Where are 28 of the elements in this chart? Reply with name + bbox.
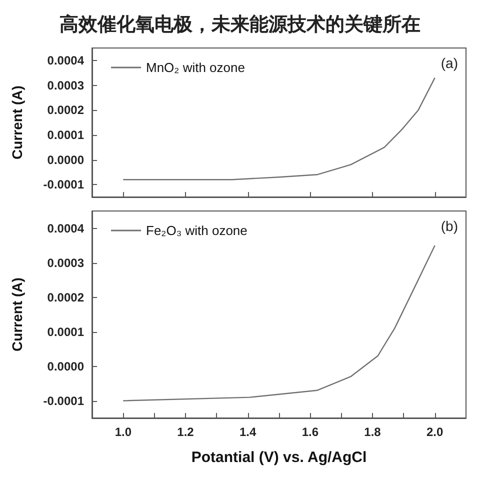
y-tick-label: 0.0002 bbox=[47, 103, 84, 118]
y-tick-label: 0.0002 bbox=[47, 290, 84, 304]
y-tick-label: 0.0004 bbox=[47, 53, 84, 68]
line-series bbox=[122, 244, 436, 402]
y-axis-title: Current (A) bbox=[9, 86, 25, 160]
x-tick-label: 1.2 bbox=[177, 425, 194, 439]
annotation: (b) bbox=[440, 218, 458, 234]
legend-label: Fe₂O₃ with ozone bbox=[146, 223, 248, 238]
y-tick-label: 0.0003 bbox=[47, 256, 84, 270]
y-tick-label: 0.0001 bbox=[47, 128, 84, 142]
y-axis-title: Current (A) bbox=[9, 278, 25, 352]
y-tick-label: 0.0000 bbox=[47, 152, 84, 167]
x-tick-label: 1.6 bbox=[302, 425, 319, 439]
y-tick-label: 0.0004 bbox=[47, 221, 84, 236]
y-tick-label: 0.0001 bbox=[47, 324, 84, 339]
x-axis-title: Potantial (V) vs. Ag/AgCl bbox=[191, 449, 367, 466]
legend-label: MnO₂ with ozone bbox=[146, 60, 245, 75]
annotation: (a) bbox=[440, 55, 458, 71]
x-tick-label: 1.8 bbox=[364, 425, 382, 439]
y-tick-label: -0.0001 bbox=[43, 178, 84, 192]
y-tick-label: 0.0000 bbox=[47, 359, 84, 374]
x-tick-label: 2.0 bbox=[426, 425, 444, 439]
y-tick-label: 0.0003 bbox=[47, 78, 84, 92]
x-tick-label: 1.0 bbox=[114, 425, 132, 439]
line-series bbox=[122, 77, 436, 180]
y-tick-label: -0.0001 bbox=[43, 394, 84, 408]
x-tick-label: 1.4 bbox=[239, 425, 256, 439]
chart-title: 高效催化氧电极，未来能源技术的关键所在 bbox=[60, 14, 420, 36]
